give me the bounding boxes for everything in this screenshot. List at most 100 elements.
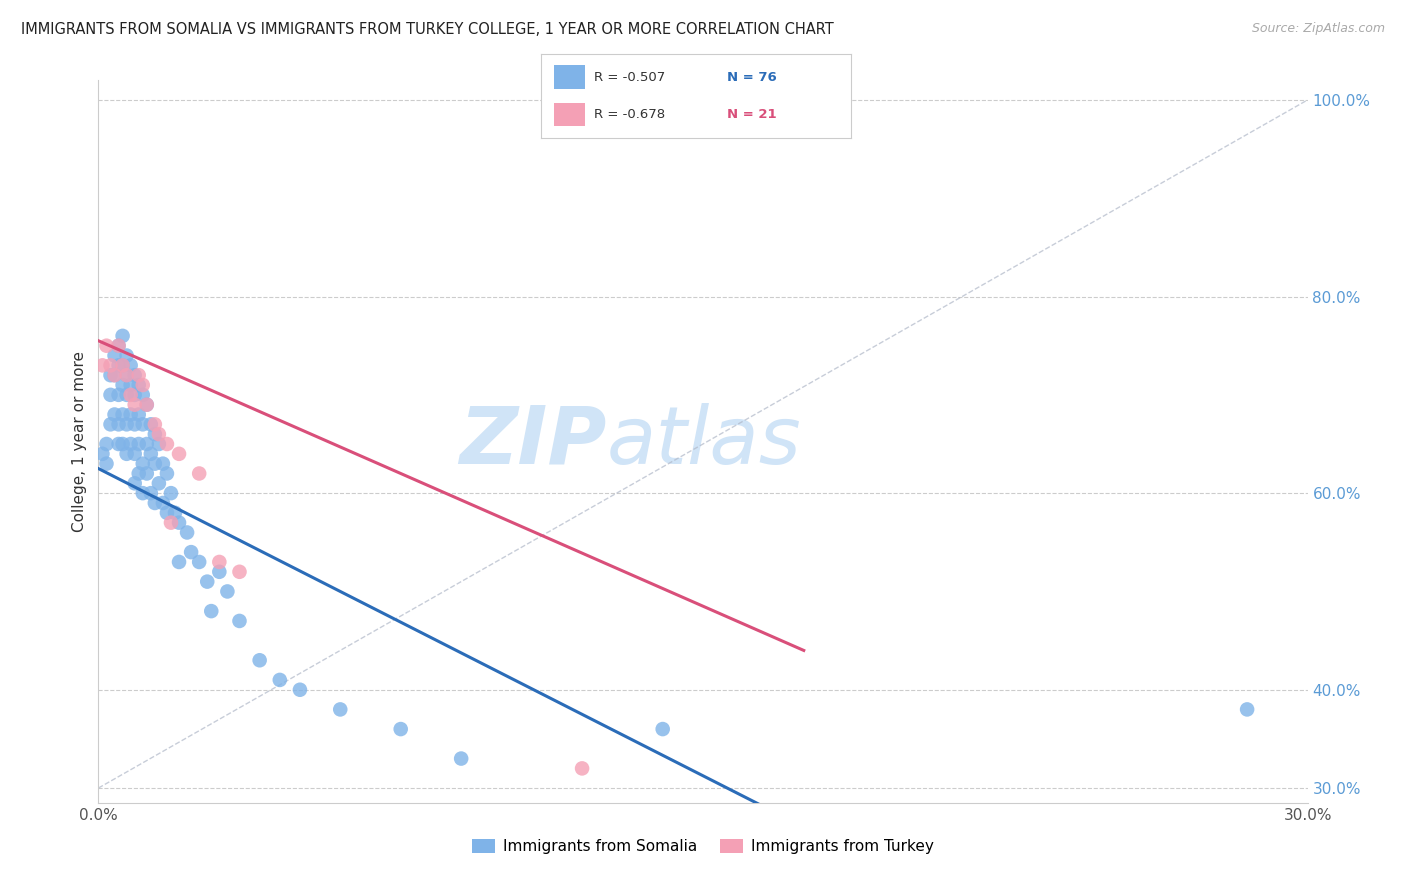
Point [115,417,138,432]
Point [143,496,166,510]
FancyBboxPatch shape [554,65,585,89]
Point [115,447,138,461]
Point [96,437,118,451]
Point [152,457,174,471]
Point [120,408,142,422]
Point [152,496,174,510]
Y-axis label: College, 1 year or more: College, 1 year or more [72,351,87,532]
Point [128,408,150,422]
Point [103,368,125,383]
Point [288,682,311,697]
Point [160,486,183,500]
Point [139,486,162,500]
Point [571,761,593,775]
Point [120,437,142,451]
Point [450,751,472,765]
Point [111,437,134,451]
Point [176,525,198,540]
Point [120,388,142,402]
Point [115,368,138,383]
Point [124,368,146,383]
Point [389,722,412,736]
Point [208,555,231,569]
Point [143,457,166,471]
Point [111,359,134,373]
Point [128,378,150,392]
Point [96,339,118,353]
Point [100,368,122,383]
Text: R = -0.507: R = -0.507 [593,70,665,84]
Point [107,339,129,353]
Point [91,359,114,373]
Point [111,329,134,343]
Text: R = -0.678: R = -0.678 [593,108,665,121]
Point [167,516,190,530]
Point [107,417,129,432]
Text: ZIP: ZIP [458,402,606,481]
Point [111,408,134,422]
Point [135,467,157,481]
Point [156,467,179,481]
Point [143,427,166,442]
Point [124,476,146,491]
Point [103,349,125,363]
Point [148,476,170,491]
Point [128,467,150,481]
Point [329,702,352,716]
Point [167,555,190,569]
Text: Source: ZipAtlas.com: Source: ZipAtlas.com [1251,22,1385,36]
Point [100,417,122,432]
Point [132,457,155,471]
Point [269,673,291,687]
Point [128,368,150,383]
Point [160,516,183,530]
Point [107,388,129,402]
Text: IMMIGRANTS FROM SOMALIA VS IMMIGRANTS FROM TURKEY COLLEGE, 1 YEAR OR MORE CORREL: IMMIGRANTS FROM SOMALIA VS IMMIGRANTS FR… [21,22,834,37]
Point [128,437,150,451]
Point [100,388,122,402]
Point [107,359,129,373]
Point [200,604,222,618]
Point [107,437,129,451]
Point [188,555,211,569]
Point [103,368,125,383]
Point [120,378,142,392]
Point [143,417,166,432]
Point [96,457,118,471]
Point [103,408,125,422]
Point [124,398,146,412]
Point [228,565,250,579]
Point [124,417,146,432]
Text: N = 76: N = 76 [727,70,776,84]
Point [120,359,142,373]
Point [195,574,218,589]
Point [156,437,179,451]
Point [111,378,134,392]
Point [1236,702,1258,716]
Point [148,427,170,442]
Point [132,417,155,432]
Point [180,545,202,559]
Point [208,565,231,579]
Point [651,722,673,736]
Point [139,447,162,461]
Point [115,349,138,363]
Point [139,417,162,432]
Point [217,584,239,599]
Point [135,437,157,451]
Point [132,388,155,402]
Point [132,378,155,392]
Text: atlas: atlas [606,402,801,481]
Point [100,359,122,373]
Point [107,339,129,353]
Point [135,398,157,412]
Point [249,653,271,667]
Text: N = 21: N = 21 [727,108,776,121]
Point [228,614,250,628]
FancyBboxPatch shape [554,103,585,127]
Point [115,388,138,402]
Point [111,359,134,373]
Point [124,388,146,402]
Point [167,447,190,461]
Point [188,467,211,481]
